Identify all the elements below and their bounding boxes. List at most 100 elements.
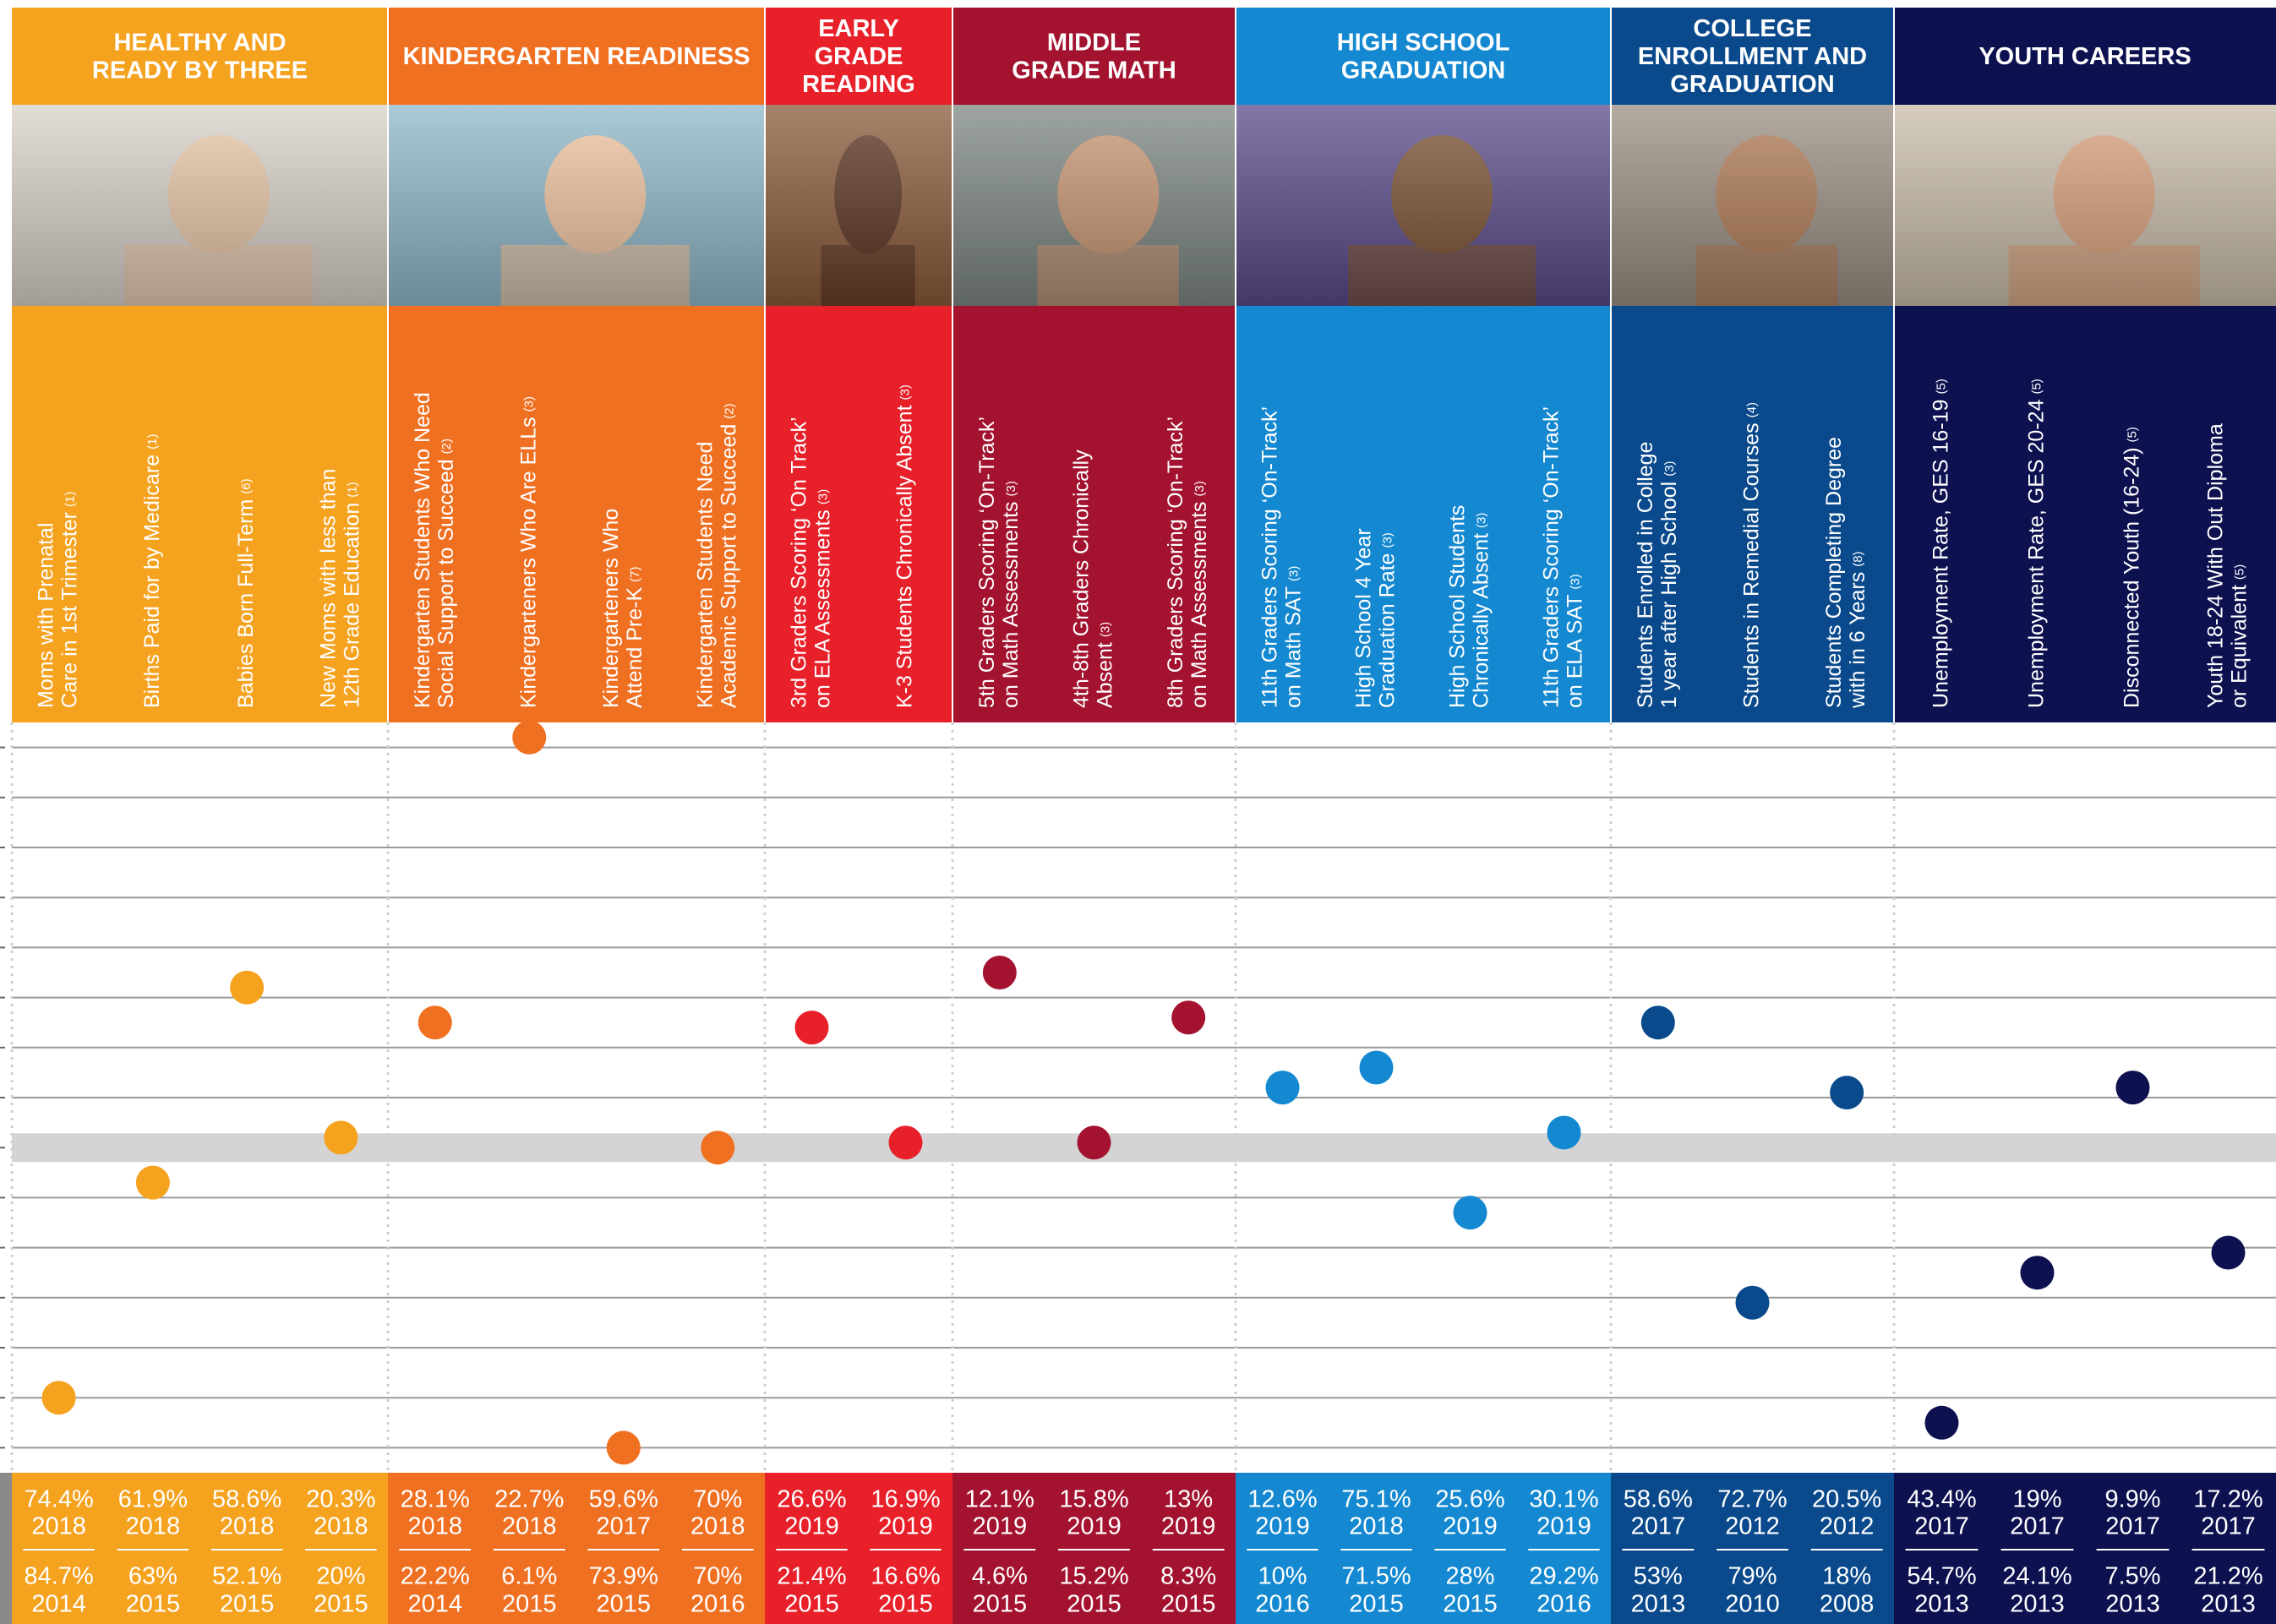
indicator-footnote: (3) [1193,481,1207,496]
indicator-label-line: Chronically Absent [1469,533,1493,708]
baseline-value: 21.4% [777,1563,846,1590]
indicator-dot [1641,1005,1675,1039]
indicator-footnote: (3) [898,384,912,400]
indicator-label-line: Unemployment Rate, GES 16-19 [1929,400,1952,708]
current-year: 2017 [596,1513,651,1540]
indicator-label-line: Absent [1093,642,1116,708]
section-title-line: HIGH SCHOOL [1337,29,1510,56]
baseline-year: 2015 [502,1591,557,1618]
baseline-value: 10% [1258,1563,1307,1590]
photo-shade [1894,105,2276,306]
section-title-line: GRADUATION [1670,71,1834,98]
baseline-year: 2015 [1349,1591,1404,1618]
baseline-value: 24.1% [2002,1563,2071,1590]
baseline-value: 52.1% [212,1563,281,1590]
indicator-footnote: (3) [1568,574,1582,589]
indicator-label-line: Academic Support to Succeed [717,424,740,708]
indicator-label-line: 4th-8th Graders Chronically [1069,450,1093,708]
baseline-year: 2013 [2105,1591,2160,1618]
indicator-footnote: (3) [1380,532,1395,548]
current-year: 2018 [690,1513,745,1540]
baseline-year: 2014 [407,1591,462,1618]
indicator-dot [2021,1256,2055,1289]
indicator-label: Kindergarten Students NeedAcademic Suppo… [693,403,740,708]
current-year: 2018 [31,1513,86,1540]
current-value: 25.6% [1435,1486,1504,1513]
indicator-label-line: Kindergarten Students Who Need [410,392,434,708]
indicator-dot [1454,1196,1487,1229]
current-value: 75.1% [1341,1486,1411,1513]
current-year: 2017 [1914,1513,1969,1540]
indicator-footnote: (7) [628,567,642,582]
indicator-label: Students Enrolled in College1 year after… [1633,442,1680,708]
indicator-label-line: Kindergarten Students Need [693,442,717,709]
indicator-dot [2116,1071,2150,1104]
baseline-value: 53% [1634,1563,1683,1590]
indicator-footnote: (3) [1662,460,1677,476]
current-value: 26.6% [777,1486,846,1513]
current-year: 2019 [973,1513,1028,1540]
indicator-label: High School StudentsChronically Absent(3… [1445,505,1493,708]
indicator-dot [795,1011,829,1044]
indicator-dot [607,1431,641,1464]
section-title-line: COLLEGE [1693,15,1811,42]
indicator-label-line: Unemployment Rate, GES 20-24 [2024,399,2048,708]
section-title-line: MIDDLE [1047,29,1141,56]
indicator-label-line: on ELA SAT [1563,595,1586,708]
baseline-year: 2008 [1820,1591,1875,1618]
baseline-year: 2015 [878,1591,933,1618]
baseline-year: 2013 [1631,1591,1686,1618]
current-value: 61.9% [118,1486,188,1513]
indicator-label-line: 5th Graders Scoring ‘On-Track’ [974,417,998,708]
indicator-label-line: Attend Pre-K [622,587,646,708]
indicator-label: Unemployment Rate, GES 16-19(5) [1929,379,1952,708]
current-year: 2019 [1536,1513,1591,1540]
indicator-footnote: (1) [145,434,160,450]
indicator-label-line: 1 year after High School [1657,482,1680,708]
baseline-value: 63% [128,1563,177,1590]
current-value: 74.4% [25,1486,94,1513]
indicator-label-line: or Equivalent [2227,585,2251,708]
section-title-line: ENROLLMENT AND [1638,43,1867,70]
indicator-footnote: (5) [2029,379,2044,394]
current-year: 2017 [2105,1513,2160,1540]
current-year: 2019 [1161,1513,1216,1540]
current-year: 2019 [1255,1513,1310,1540]
indicator-label-line: Students in Remedial Courses [1739,422,1763,708]
current-year: 2018 [502,1513,557,1540]
indicator-footnote: (3) [1004,481,1018,496]
photo-shade [952,105,1236,306]
indicator-label-line: 11th Graders Scoring ‘On-Track’ [1539,406,1563,708]
current-value: 12.1% [965,1486,1034,1513]
indicator-footnote: (5) [2125,427,2139,442]
indicator-label-line: Babies Born Full-Term [234,499,258,708]
section-title-line: GRADE [815,43,903,70]
baseline-value: 54.7% [1907,1563,1976,1590]
indicator-footnote: (3) [521,396,536,411]
indicator-dot [1925,1406,1959,1440]
indicator-dot [1171,1000,1205,1034]
indicator-dot [42,1381,76,1414]
photo-shade [765,105,952,306]
section-title: HEALTHY ANDREADY BY THREE [92,29,308,84]
current-value: 9.9% [2104,1486,2160,1513]
indicator-label-line: 12th Grade Education [340,503,363,708]
baseline-value: 6.1% [501,1563,557,1590]
indicator-dot [983,956,1017,989]
photo-shade [388,105,765,306]
current-year: 2018 [407,1513,462,1540]
indicator-label-line: Moms with Prenatal [34,522,57,708]
baseline-year: 2015 [314,1591,368,1618]
baseline-year: 2015 [973,1591,1028,1618]
baseline-year: 2013 [2201,1591,2256,1618]
current-year: 2012 [1820,1513,1875,1540]
indicator-label-line: Births Paid for by Medicare [139,455,163,708]
photo-shade [1236,105,1611,306]
baseline-year: 2016 [1255,1591,1310,1618]
section-title-line: READY BY THREE [92,57,308,84]
section-title: HIGH SCHOOLGRADUATION [1337,29,1510,84]
indicator-footnote: (3) [1286,566,1301,581]
baseline-value: 21.2% [2193,1563,2262,1590]
section-title-line: HEALTHY AND [113,29,286,56]
indicator-footnote: (1) [345,482,359,497]
